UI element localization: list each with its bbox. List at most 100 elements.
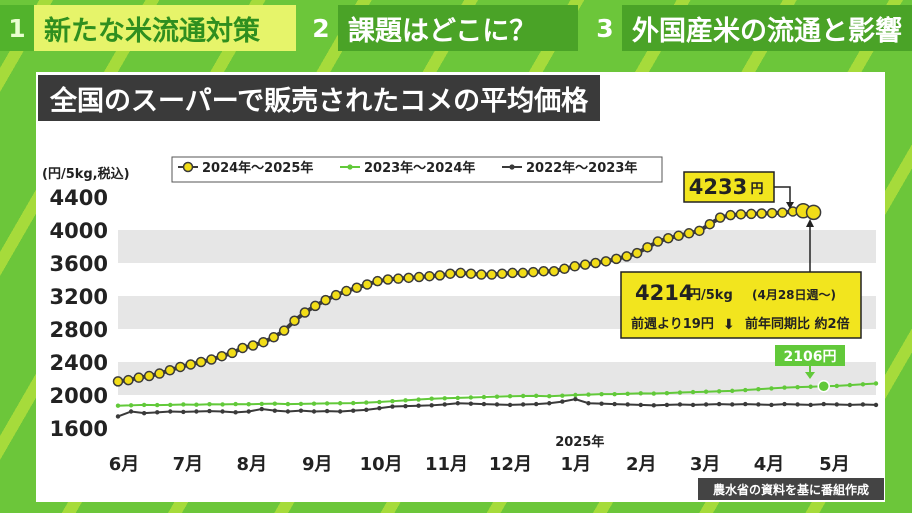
series-point — [272, 401, 278, 406]
series-point — [206, 354, 217, 365]
series-point — [195, 356, 207, 368]
tab-3[interactable]: 3 外国産米の流通と影響 — [588, 5, 912, 51]
tab-2-label: 課題はどこに？ — [338, 5, 578, 51]
series-point — [834, 402, 839, 407]
series-point — [677, 390, 683, 395]
series-point — [599, 401, 604, 406]
series-point — [782, 385, 787, 390]
series-point — [216, 350, 228, 362]
series-point — [621, 251, 632, 262]
series-point — [743, 387, 748, 393]
series-point — [664, 402, 670, 408]
series-point — [677, 402, 683, 407]
series-point — [115, 414, 121, 419]
series-point — [141, 410, 147, 416]
series-point — [860, 402, 866, 407]
series-point — [735, 209, 747, 220]
series-point — [481, 394, 487, 400]
series-point — [716, 401, 722, 407]
series-point — [455, 401, 460, 406]
callout-4233-arrowhead — [786, 202, 794, 209]
x-tick-label: 7月 — [173, 454, 204, 475]
legend-swatch-marker — [182, 161, 194, 173]
series-point — [233, 401, 238, 407]
series-point — [403, 398, 408, 403]
series-point — [168, 402, 173, 408]
x-tick-label: 4月 — [754, 454, 785, 475]
series-point — [559, 263, 570, 275]
series-point — [220, 409, 225, 414]
series-point — [268, 332, 279, 343]
callout-4233-box — [683, 171, 775, 203]
series-point — [690, 389, 696, 395]
series-point — [337, 409, 343, 414]
series-point — [324, 408, 330, 414]
series-point — [520, 402, 526, 407]
series-point — [873, 402, 879, 408]
chart-title: 全国のスーパーで販売されたコメの平均価格 — [38, 75, 601, 121]
callout-4214-down-icon: ⬇ — [723, 317, 735, 333]
series-point — [324, 401, 330, 406]
series-point — [805, 204, 822, 221]
y-tick-label: 3200 — [50, 285, 108, 309]
y-tick-label: 3600 — [50, 252, 108, 276]
tab-1[interactable]: 1 新たな米流通対策 — [0, 5, 296, 51]
callout-2106-box — [775, 345, 845, 366]
series-point — [233, 410, 238, 415]
series-point — [390, 404, 395, 409]
series-point — [795, 402, 800, 407]
series-point — [164, 365, 176, 376]
series-point — [538, 266, 549, 277]
legend-label: 2024年～2025年 — [202, 160, 313, 176]
series-point — [625, 402, 630, 407]
series-point — [476, 269, 487, 280]
series-point — [860, 382, 866, 387]
series-point — [652, 236, 664, 247]
series-point — [725, 209, 736, 221]
series-point — [547, 401, 552, 406]
series-point — [730, 402, 735, 407]
series-point — [631, 247, 643, 259]
tab-1-number: 1 — [0, 5, 34, 51]
callout-4214-weekly: 前週より19円 — [631, 316, 714, 332]
series-point — [175, 361, 186, 373]
series-point — [444, 268, 456, 279]
series-point — [155, 402, 160, 408]
series-point — [769, 386, 774, 391]
callout-4214-date: (4月28日週～) — [752, 287, 836, 302]
series-point — [237, 342, 248, 354]
legend-swatch-marker — [509, 164, 515, 170]
series-point — [377, 406, 382, 411]
series-point — [361, 279, 373, 290]
series-point — [468, 395, 474, 400]
series-point — [382, 274, 394, 285]
tab-3-number: 3 — [596, 13, 614, 43]
series-point — [442, 402, 447, 407]
series-point — [662, 233, 674, 244]
callout-4233-value: 4233 — [689, 175, 747, 199]
series-point — [673, 230, 684, 242]
legend-label: 2023年～2024年 — [364, 160, 475, 176]
series-point — [612, 391, 617, 397]
series-point — [808, 384, 813, 389]
callout-4233-arrow — [774, 186, 791, 204]
tab-1-label: 新たな米流通対策 — [34, 5, 296, 51]
series-point — [683, 228, 695, 239]
series-point — [351, 282, 363, 293]
series-point — [207, 408, 212, 414]
series-point — [168, 409, 173, 414]
series-point — [690, 402, 696, 408]
series-point — [442, 396, 447, 401]
callout-4214-unit: 円/5kg — [688, 288, 733, 303]
series-point — [703, 389, 709, 394]
callout-4233-unit: 円 — [750, 182, 763, 197]
series-point — [834, 383, 839, 389]
series-point — [298, 408, 304, 413]
tab-2[interactable]: 2 課題はどこに？ — [304, 5, 578, 51]
series-point — [311, 401, 317, 406]
series-point — [534, 401, 539, 407]
legend-swatch-marker — [347, 164, 353, 170]
x-tick-label: 8月 — [237, 454, 268, 475]
series-point — [642, 242, 653, 253]
series-point — [795, 384, 800, 390]
